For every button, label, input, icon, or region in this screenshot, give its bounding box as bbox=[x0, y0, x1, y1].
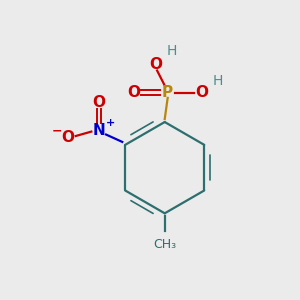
Text: O: O bbox=[61, 130, 74, 145]
Text: −: − bbox=[51, 124, 62, 137]
Text: O: O bbox=[92, 95, 105, 110]
Text: CH₃: CH₃ bbox=[153, 238, 176, 251]
Text: +: + bbox=[106, 118, 115, 128]
Text: O: O bbox=[149, 57, 162, 72]
Text: H: H bbox=[212, 74, 223, 88]
Text: O: O bbox=[127, 85, 140, 100]
Text: N: N bbox=[92, 123, 105, 138]
Text: P: P bbox=[162, 85, 173, 100]
Text: O: O bbox=[195, 85, 208, 100]
Text: H: H bbox=[167, 44, 177, 58]
